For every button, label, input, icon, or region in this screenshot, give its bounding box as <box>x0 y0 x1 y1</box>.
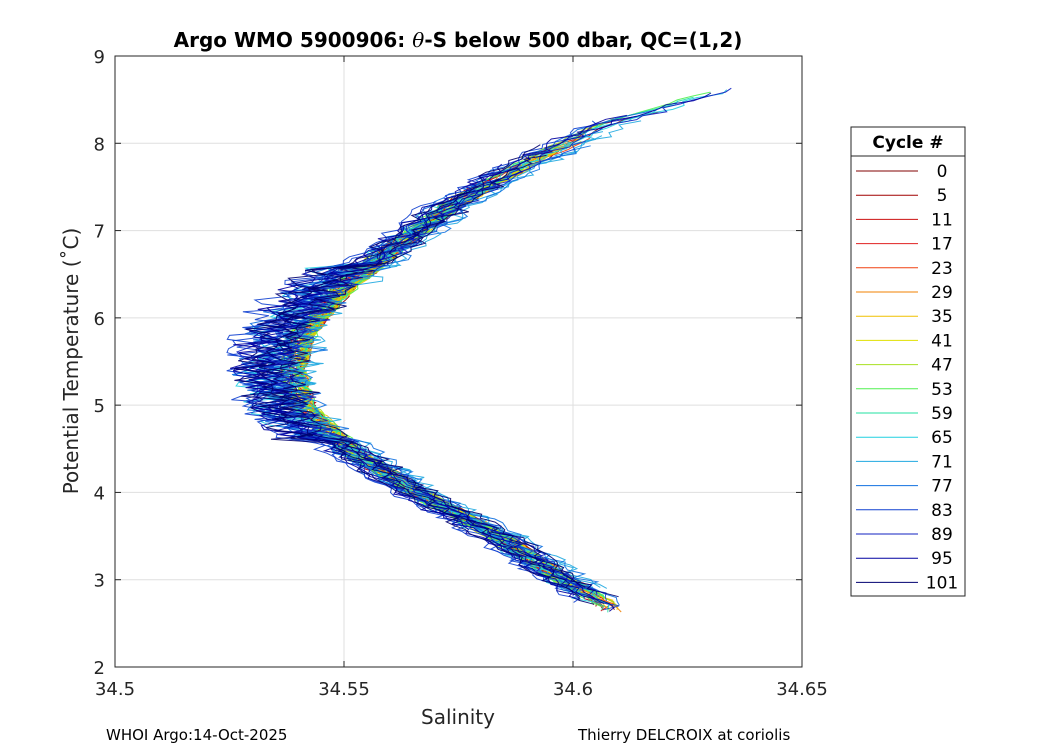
legend-label-95: 95 <box>931 549 953 569</box>
profile-line-cycle-101 <box>251 154 571 588</box>
legend-label-59: 59 <box>931 404 953 424</box>
plot-area <box>115 56 802 667</box>
footer-credit-left: WHOI Argo:14-Oct-2025 <box>106 726 288 744</box>
y-tick-label: 8 <box>94 134 105 155</box>
profile-line-cycle-95 <box>233 114 627 599</box>
x-tick-label: 34.5 <box>95 679 135 700</box>
legend: Cycle # 0 5 11 17 23 29 35 41 47 53 59 65 71 77 83 89 95… <box>850 126 966 597</box>
y-tick-label: 9 <box>94 47 105 68</box>
legend-label-5: 5 <box>937 186 948 206</box>
x-axis-label: Salinity <box>421 705 495 729</box>
y-tick-label: 3 <box>94 571 105 592</box>
chart-title: Argo WMO 5900906: θ-S below 500 dbar, QC… <box>174 28 743 52</box>
x-tick-label: 34.6 <box>553 679 593 700</box>
legend-label-89: 89 <box>931 525 953 545</box>
plot-frame <box>114 55 803 668</box>
grid-lines <box>115 56 802 667</box>
legend-label-101: 101 <box>926 573 958 593</box>
profile-line-cycle-101 <box>260 178 586 588</box>
chart-title-part-2: -S below 500 dbar, QC=(1,2) <box>424 28 742 52</box>
legend-label-23: 23 <box>931 259 953 279</box>
x-tick-label: 34.55 <box>318 679 370 700</box>
legend-label-83: 83 <box>931 501 953 521</box>
chart-title-theta: θ <box>412 28 424 52</box>
y-axis-label: Potential Temperature (˚C) <box>59 228 83 495</box>
profile-line-cycle-71 <box>276 120 642 589</box>
legend-entries: 0 5 11 17 23 29 35 41 47 53 59 65 71 77 83 89 95 101 <box>856 162 958 593</box>
legend-title: Cycle # <box>872 133 943 153</box>
legend-label-47: 47 <box>931 356 953 376</box>
legend-label-0: 0 <box>937 162 948 182</box>
legend-label-53: 53 <box>931 380 953 400</box>
legend-label-29: 29 <box>931 283 953 303</box>
legend-box <box>850 126 966 597</box>
legend-label-41: 41 <box>931 331 953 351</box>
y-tick-label: 2 <box>94 658 105 679</box>
legend-label-77: 77 <box>931 477 953 497</box>
chart-title-part-1: Argo WMO 5900906: <box>174 28 413 52</box>
legend-label-17: 17 <box>931 235 953 255</box>
x-tick-label: 34.65 <box>776 679 828 700</box>
legend-label-11: 11 <box>931 210 953 230</box>
profile-line-cycle-101 <box>233 144 595 605</box>
profile-line-cycle-83 <box>255 173 620 611</box>
y-tick-label: 4 <box>94 483 105 504</box>
profile-line-cycle-77 <box>270 145 620 606</box>
profile-lines <box>226 87 732 613</box>
legend-label-35: 35 <box>931 307 953 327</box>
y-tick-label: 6 <box>94 309 105 330</box>
legend-label-71: 71 <box>931 452 953 472</box>
footer-credit-right: Thierry DELCROIX at coriolis <box>578 726 791 744</box>
y-tick-label: 5 <box>94 396 105 417</box>
axis-ticks: 34.5 34.55 34.6 34.65 2 3 4 5 6 7 8 9 <box>94 47 828 700</box>
legend-label-65: 65 <box>931 428 953 448</box>
y-tick-label: 7 <box>94 222 105 243</box>
